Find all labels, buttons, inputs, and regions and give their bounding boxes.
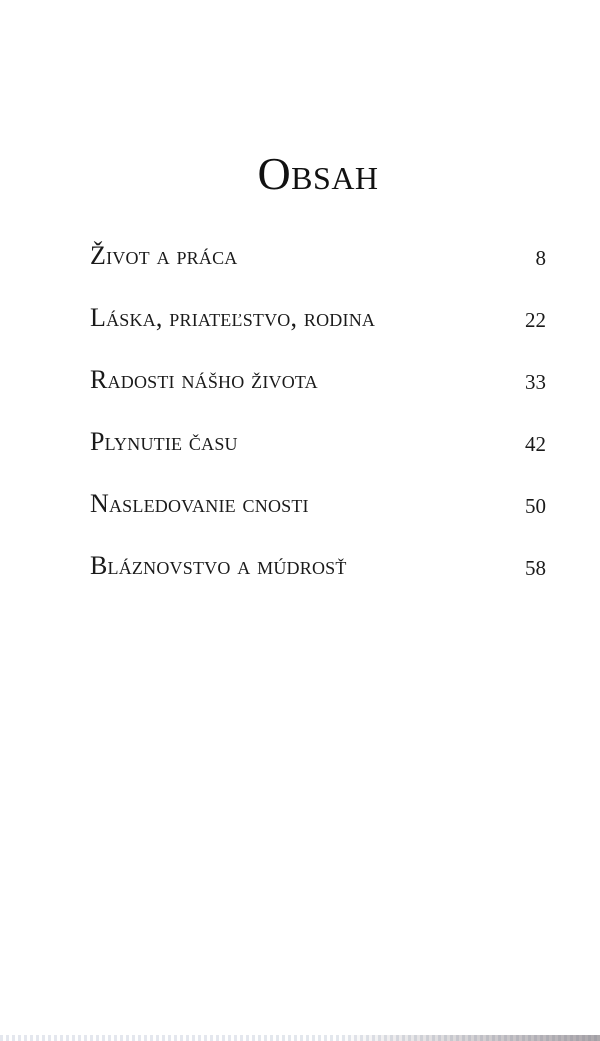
toc-entry-label: Radosti nášho života — [90, 365, 318, 394]
toc-entry-page: 33 — [525, 370, 546, 394]
toc-entry-label: Bláznovstvo a múdrosť — [90, 551, 347, 580]
toc-entry: Život a práca 8 — [90, 238, 546, 300]
toc-entry: Láska, priateľstvo, rodina 22 — [90, 300, 546, 362]
toc-entry: Nasledovanie cnosti 50 — [90, 486, 546, 548]
toc-entry-label: Plynutie času — [90, 427, 238, 456]
toc-entry: Bláznovstvo a múdrosť 58 — [90, 548, 546, 610]
toc-entry-label: Láska, priateľstvo, rodina — [90, 303, 376, 332]
page-title: Obsah — [257, 148, 379, 199]
toc-entry-page: 50 — [525, 494, 546, 518]
table-of-contents: Život a práca 8 Láska, priateľstvo, rodi… — [90, 238, 546, 610]
toc-entry: Radosti nášho života 33 — [90, 362, 546, 424]
toc-entry-page: 58 — [525, 556, 546, 580]
toc-entry-page: 42 — [525, 432, 546, 456]
toc-entry-page: 8 — [535, 246, 547, 270]
toc-entry: Plynutie času 42 — [90, 424, 546, 486]
toc-entry-label: Život a práca — [90, 241, 238, 270]
scan-edge — [0, 1035, 600, 1041]
toc-entry-page: 22 — [525, 308, 546, 332]
toc-entry-label: Nasledovanie cnosti — [90, 489, 309, 518]
